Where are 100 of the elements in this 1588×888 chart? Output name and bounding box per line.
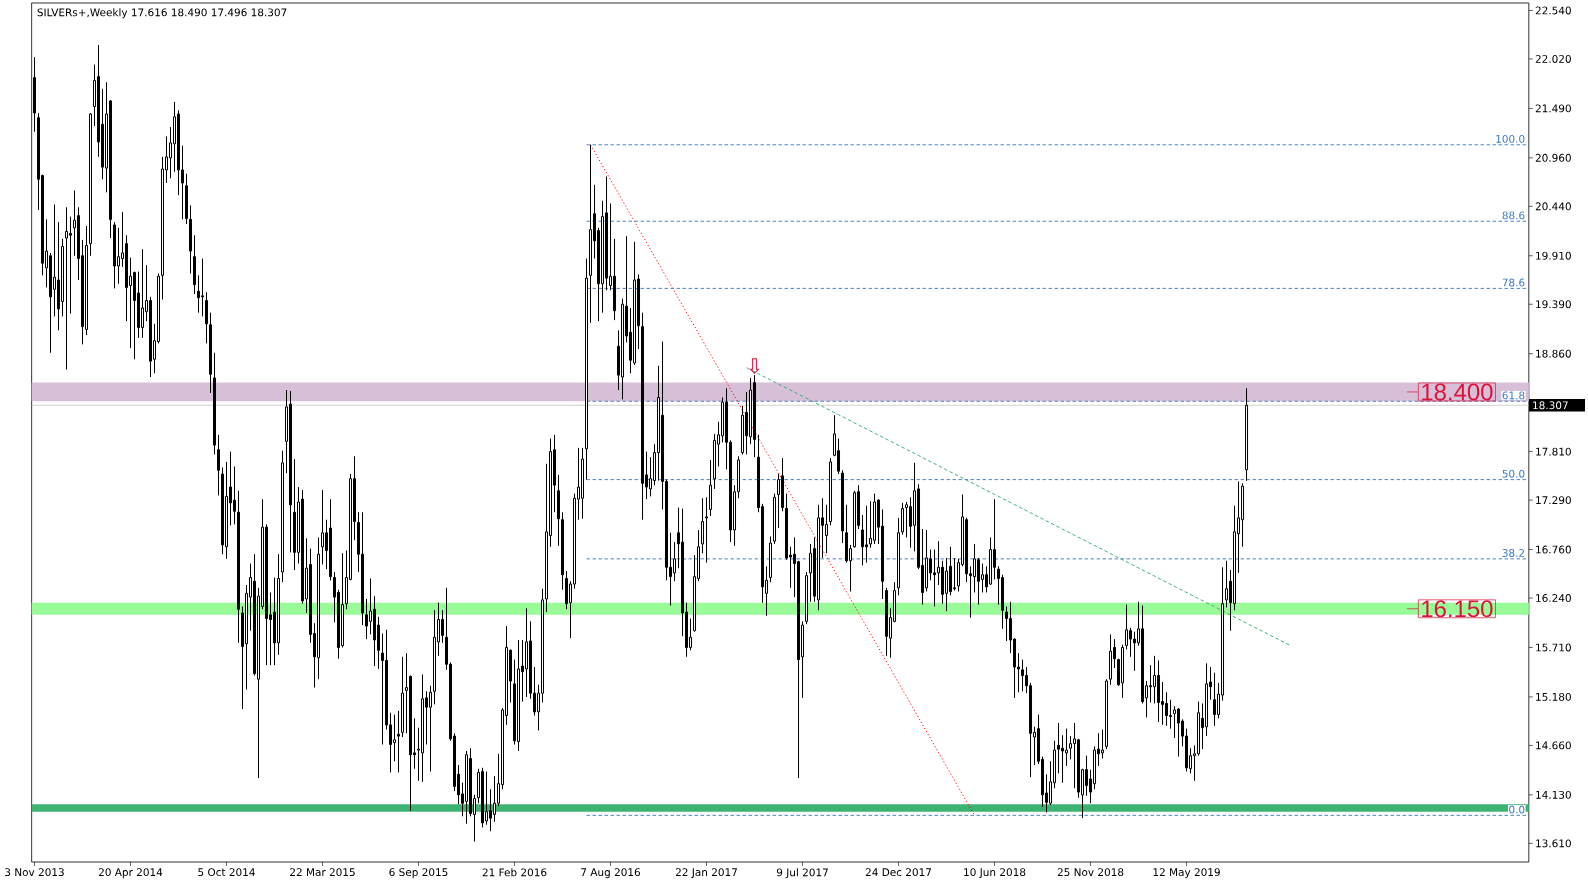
y-tick-label: 22.540 [1535, 6, 1571, 15]
y-tick-label: 16.760 [1536, 545, 1571, 554]
series-label: 38.2 [1502, 549, 1525, 557]
y-tick-label: 14.130 [1536, 790, 1571, 799]
candlestick [189, 204, 192, 274]
candlestick [489, 788, 493, 832]
candlestick [657, 365, 661, 482]
candlestick [61, 238, 64, 317]
x-tick-label: 7 Aug 2016 [581, 868, 641, 879]
x-tick-label: 24 Dec 2017 [865, 868, 932, 877]
y-tick-label: 17.810 [1536, 447, 1571, 456]
y-tick-label: 15.180 [1536, 692, 1571, 701]
candlestick [293, 458, 297, 571]
candlestick [237, 490, 240, 644]
candlestick [817, 504, 821, 611]
series-label: 61.8 [1502, 391, 1525, 400]
candlestick [749, 377, 753, 445]
candlestick [409, 675, 413, 812]
candlestick [125, 234, 128, 322]
y-tick-label: 21.490 [1535, 104, 1571, 113]
candlestick [1021, 659, 1025, 692]
candlestick [1157, 660, 1161, 723]
candlestick [1165, 691, 1169, 727]
candlestick [53, 203, 56, 317]
y-tick-label: 22.020 [1535, 55, 1571, 63]
y-tick-label: 20.440 [1535, 202, 1571, 211]
candlestick [1069, 735, 1073, 760]
candlestick [1197, 701, 1201, 757]
candlestick [317, 536, 321, 680]
annotation: ⇩ [749, 358, 760, 374]
y-tick-label: 18.860 [1536, 349, 1571, 358]
candlestick [1065, 728, 1069, 767]
x-tick-label: 6 Sep 2015 [389, 868, 448, 879]
candlestick [141, 248, 144, 339]
candlestick [517, 639, 521, 752]
candlestick [265, 523, 268, 666]
candlestick [69, 216, 72, 315]
series-label: 0.0 [1509, 805, 1525, 814]
candlestick [137, 271, 140, 339]
y-tick-label: 19.910 [1536, 251, 1571, 260]
candlestick [321, 489, 325, 565]
candlestick [281, 450, 285, 583]
candlestick [225, 461, 228, 560]
y-tick-label: 15.710 [1536, 643, 1571, 652]
y-tick-label: 20.960 [1535, 153, 1571, 162]
series-label: 88.6 [1502, 211, 1525, 220]
candlestick [933, 549, 937, 607]
series-label: 100.0 [1496, 134, 1525, 143]
band-label: 16.150 [1422, 600, 1493, 618]
candlestick [589, 144, 593, 324]
candlestick [1205, 662, 1209, 737]
candlestick [1149, 664, 1153, 704]
candlestick [393, 714, 397, 762]
candlestick [193, 234, 196, 295]
x-tick-label: 12 May 2019 [1153, 868, 1220, 879]
candlestick [209, 312, 212, 394]
candlestick [273, 577, 277, 666]
candlestick [161, 156, 164, 301]
x-tick-label: 5 Oct 2014 [198, 868, 255, 877]
candlestick [57, 221, 60, 331]
x-tick-label: 10 Jun 2018 [964, 868, 1026, 879]
candlestick [1169, 699, 1173, 730]
candlestick [1061, 734, 1065, 784]
x-tick-label: 21 Feb 2016 [482, 868, 547, 877]
candlestick [197, 274, 200, 314]
candlestick [65, 206, 68, 371]
candlestick [361, 511, 365, 626]
y-tick-label: 13.610 [1536, 839, 1571, 848]
series-label: 78.6 [1502, 278, 1525, 287]
candlestick [433, 609, 437, 705]
series-label: 50.0 [1502, 469, 1525, 478]
candlestick [441, 609, 445, 644]
y-tick-label: 19.390 [1536, 300, 1571, 309]
candlestick [233, 466, 236, 525]
candlestick [301, 489, 305, 605]
candlestick [173, 101, 176, 173]
candlestick [613, 238, 617, 321]
candlestick [117, 227, 120, 285]
candlestick [217, 434, 220, 496]
candlestick [365, 598, 369, 640]
candlestick [641, 312, 645, 521]
y-tick-label: 16.240 [1536, 594, 1571, 602]
candlestick [1073, 722, 1077, 789]
candlestick [1213, 672, 1217, 727]
x-tick-label: 22 Jan 2017 [675, 868, 737, 879]
x-tick-label: 22 Mar 2015 [290, 868, 355, 877]
candlestick [745, 391, 749, 455]
x-tick-label: 20 Apr 2014 [98, 868, 163, 879]
candlestick [601, 200, 605, 314]
candlestick [205, 291, 208, 344]
candlestick [861, 514, 865, 566]
candlestick [201, 258, 204, 317]
x-tick-label: 25 Nov 2018 [1057, 868, 1124, 877]
candlestick [1153, 655, 1157, 704]
x-tick-label: 3 Nov 2013 [5, 868, 64, 877]
candlestick [73, 189, 76, 257]
candlestick [1085, 755, 1089, 797]
ref-line-label: 18.307 [1533, 401, 1568, 410]
candlestick [1245, 387, 1249, 482]
candlestick [289, 390, 293, 553]
